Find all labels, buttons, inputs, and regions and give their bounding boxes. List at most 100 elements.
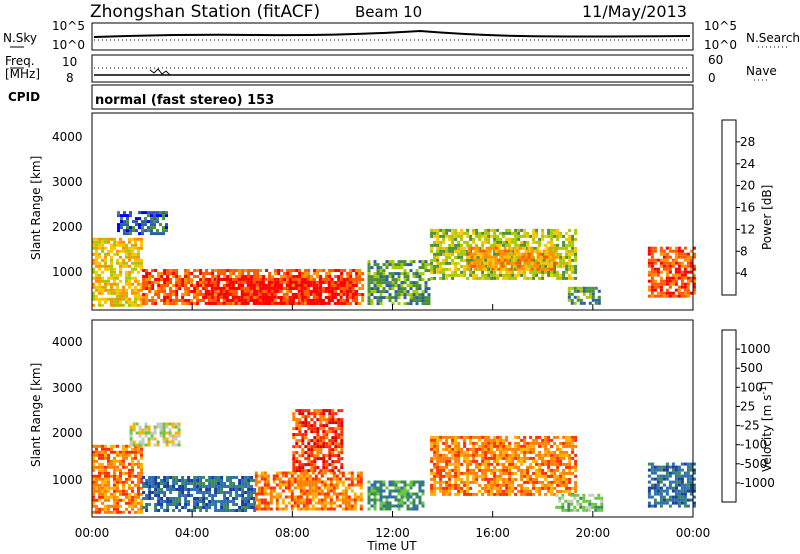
data-cell [110,450,113,454]
data-cell [252,283,256,287]
data-cell [347,495,351,499]
data-cell [134,483,137,487]
data-cell [244,503,248,506]
data-cell [166,278,170,281]
data-cell [472,273,476,277]
data-cell [355,269,359,272]
data-cell [288,283,292,287]
data-cell [436,243,440,247]
data-cell [565,435,569,439]
data-cell [430,441,434,445]
data-cell [137,261,140,265]
data-cell [330,277,334,281]
data-cell [145,287,149,290]
data-cell [337,418,341,422]
data-cell [138,211,141,215]
data-cell [172,485,176,488]
data-cell [145,494,149,497]
data-cell [193,488,197,491]
data-cell [454,456,458,460]
data-cell [421,299,425,303]
data-cell [656,477,660,481]
data-cell [190,299,194,302]
data-cell [301,454,305,458]
data-cell [135,431,139,435]
data-cell [122,492,125,496]
data-cell [129,437,133,441]
data-cell [484,483,488,487]
data-cell [466,471,470,475]
data-cell [355,275,359,278]
data-cell [273,286,277,290]
data-cell [335,477,339,481]
data-cell [451,435,455,439]
data-cell [145,302,149,305]
data-cell [137,465,140,469]
data-cell [175,482,179,485]
data-cell [511,231,515,235]
data-cell [475,459,479,463]
data-cell [647,489,651,493]
data-cell [499,471,503,475]
data-cell [208,503,212,506]
data-cell [217,290,221,293]
data-cell [232,278,236,281]
data-cell [249,298,253,302]
data-cell [547,273,551,277]
data-cell [442,447,446,451]
data-cell [322,415,326,419]
data-cell [116,252,119,256]
data-cell [314,501,318,505]
data-cell [659,279,663,283]
data-cell [397,263,401,267]
data-cell [650,270,654,274]
data-cell [336,298,340,302]
data-cell [137,471,140,475]
data-cell [241,281,245,284]
data-cell [457,471,461,475]
data-cell [317,480,321,484]
data-cell [662,291,666,295]
data-cell [95,297,98,301]
data-cell [677,480,681,484]
data-cell [284,483,288,487]
data-cell [140,474,143,478]
data-cell [339,280,343,284]
data-cell [211,485,215,488]
data-cell [671,282,675,286]
data-cell [138,431,142,435]
data-cell [499,441,503,445]
data-cell [92,258,95,262]
data-cell [351,277,355,281]
data-cell [367,480,371,484]
data-cell [116,480,119,484]
data-cell [175,503,179,506]
data-cell [571,447,575,451]
data-cell [290,474,294,478]
data-cell [460,246,464,250]
data-cell [526,486,530,490]
data-cell [302,504,306,508]
data-cell [562,489,566,493]
data-cell [247,296,251,299]
data-cell [199,482,203,485]
data-cell [293,477,297,481]
data-cell [260,489,264,493]
data-cell [541,441,545,445]
data-cell [193,290,197,293]
data-cell [499,483,503,487]
data-cell [325,454,329,458]
data-cell [650,258,654,262]
data-cell [484,450,488,454]
data-cell [298,418,302,422]
data-cell [433,474,437,478]
data-cell [322,457,326,461]
data-cell [319,415,323,419]
data-cell [217,476,221,479]
data-cell [92,252,95,256]
data-cell [479,267,483,271]
data-cell [337,278,341,281]
data-cell [451,441,455,445]
data-cell [403,495,407,499]
data-cell [334,448,338,452]
